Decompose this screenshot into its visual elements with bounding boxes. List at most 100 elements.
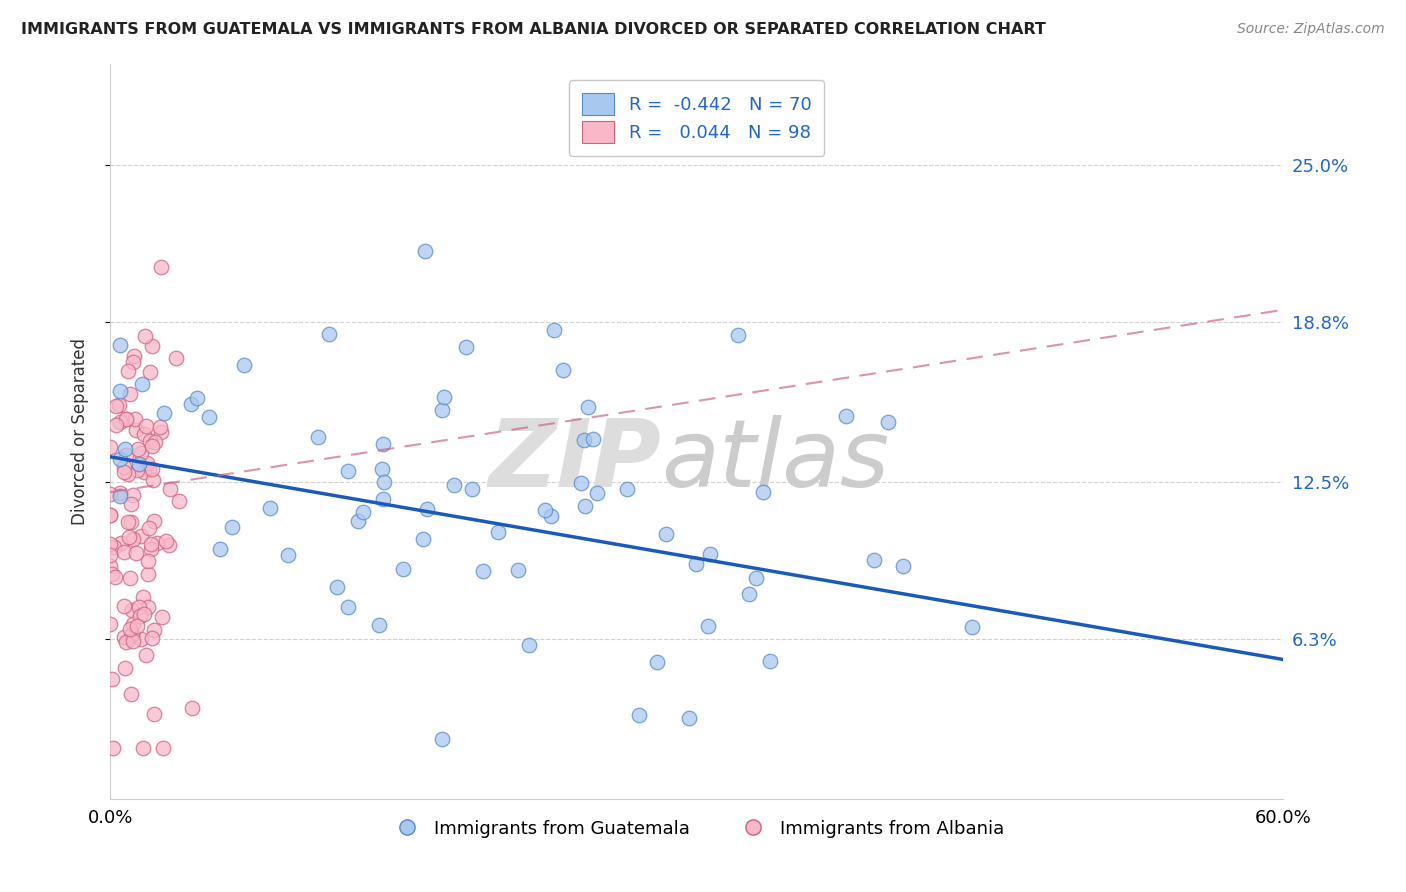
Point <box>129 632 152 647</box>
Point <box>112 545 135 559</box>
Point <box>142 706 165 721</box>
Point <box>221 519 243 533</box>
Point <box>124 412 146 426</box>
Point <box>136 457 159 471</box>
Point <box>569 476 592 491</box>
Point <box>517 638 540 652</box>
Point <box>738 587 761 601</box>
Point <box>101 566 124 581</box>
Text: Source: ZipAtlas.com: Source: ZipAtlas.com <box>1237 22 1385 37</box>
Point <box>112 630 135 644</box>
Point <box>142 623 165 637</box>
Point <box>142 514 165 528</box>
Point <box>699 547 721 561</box>
Point <box>127 442 149 456</box>
Point <box>368 618 391 632</box>
Point <box>117 467 139 481</box>
Point <box>108 338 131 352</box>
Point <box>132 607 155 621</box>
Point <box>430 731 453 746</box>
Point <box>416 501 439 516</box>
Point <box>112 465 135 479</box>
Point <box>347 514 370 528</box>
Point <box>373 475 395 489</box>
Point <box>135 648 157 662</box>
Point <box>132 590 155 604</box>
Point <box>454 339 477 353</box>
Text: IMMIGRANTS FROM GUATEMALA VS IMMIGRANTS FROM ALBANIA DIVORCED OR SEPARATED CORRE: IMMIGRANTS FROM GUATEMALA VS IMMIGRANTS … <box>21 22 1046 37</box>
Point <box>122 349 145 363</box>
Point <box>134 329 156 343</box>
Point <box>132 426 155 441</box>
Point <box>145 535 167 549</box>
Point <box>132 741 155 756</box>
Point <box>118 387 141 401</box>
Point <box>835 409 858 423</box>
Point <box>139 365 162 379</box>
Point <box>180 397 202 411</box>
Legend: Immigrants from Guatemala, Immigrants from Albania: Immigrants from Guatemala, Immigrants fr… <box>381 813 1012 845</box>
Point <box>180 701 202 715</box>
Point <box>114 661 136 675</box>
Point <box>101 672 124 686</box>
Point <box>326 580 349 594</box>
Point <box>120 497 142 511</box>
Point <box>150 610 173 624</box>
Point <box>98 508 121 522</box>
Point <box>98 486 121 500</box>
Point <box>142 473 165 487</box>
Point <box>118 622 141 636</box>
Point <box>112 459 135 474</box>
Point <box>696 619 718 633</box>
Point <box>122 617 145 632</box>
Point <box>138 462 160 476</box>
Point <box>108 452 131 467</box>
Point <box>98 508 121 523</box>
Point <box>572 433 595 447</box>
Point <box>108 384 131 398</box>
Point <box>685 558 707 572</box>
Point <box>149 420 172 434</box>
Point <box>150 425 173 439</box>
Point <box>129 529 152 543</box>
Point <box>157 538 180 552</box>
Point <box>486 524 509 539</box>
Point <box>121 487 143 501</box>
Point <box>138 521 160 535</box>
Point <box>862 552 884 566</box>
Point <box>98 536 121 550</box>
Point <box>117 363 139 377</box>
Point <box>122 355 145 369</box>
Point <box>127 618 149 632</box>
Point <box>208 542 231 557</box>
Point <box>136 600 159 615</box>
Point <box>655 526 678 541</box>
Point <box>877 415 900 429</box>
Point <box>337 464 360 478</box>
Point <box>155 534 177 549</box>
Point <box>508 563 530 577</box>
Point <box>891 558 914 573</box>
Point <box>121 627 143 641</box>
Point <box>131 377 153 392</box>
Point <box>616 482 638 496</box>
Point <box>149 260 172 275</box>
Point <box>727 327 749 342</box>
Point <box>115 412 138 426</box>
Point <box>461 482 484 496</box>
Point <box>125 546 148 560</box>
Point <box>122 533 145 547</box>
Point <box>107 399 129 413</box>
Point <box>259 500 281 515</box>
Point <box>551 363 574 377</box>
Point <box>112 599 135 613</box>
Point <box>165 351 187 365</box>
Point <box>645 656 668 670</box>
Point <box>104 417 127 432</box>
Point <box>143 434 166 449</box>
Point <box>371 462 394 476</box>
Point <box>197 410 219 425</box>
Point <box>98 617 121 632</box>
Point <box>277 548 299 562</box>
Point <box>392 561 415 575</box>
